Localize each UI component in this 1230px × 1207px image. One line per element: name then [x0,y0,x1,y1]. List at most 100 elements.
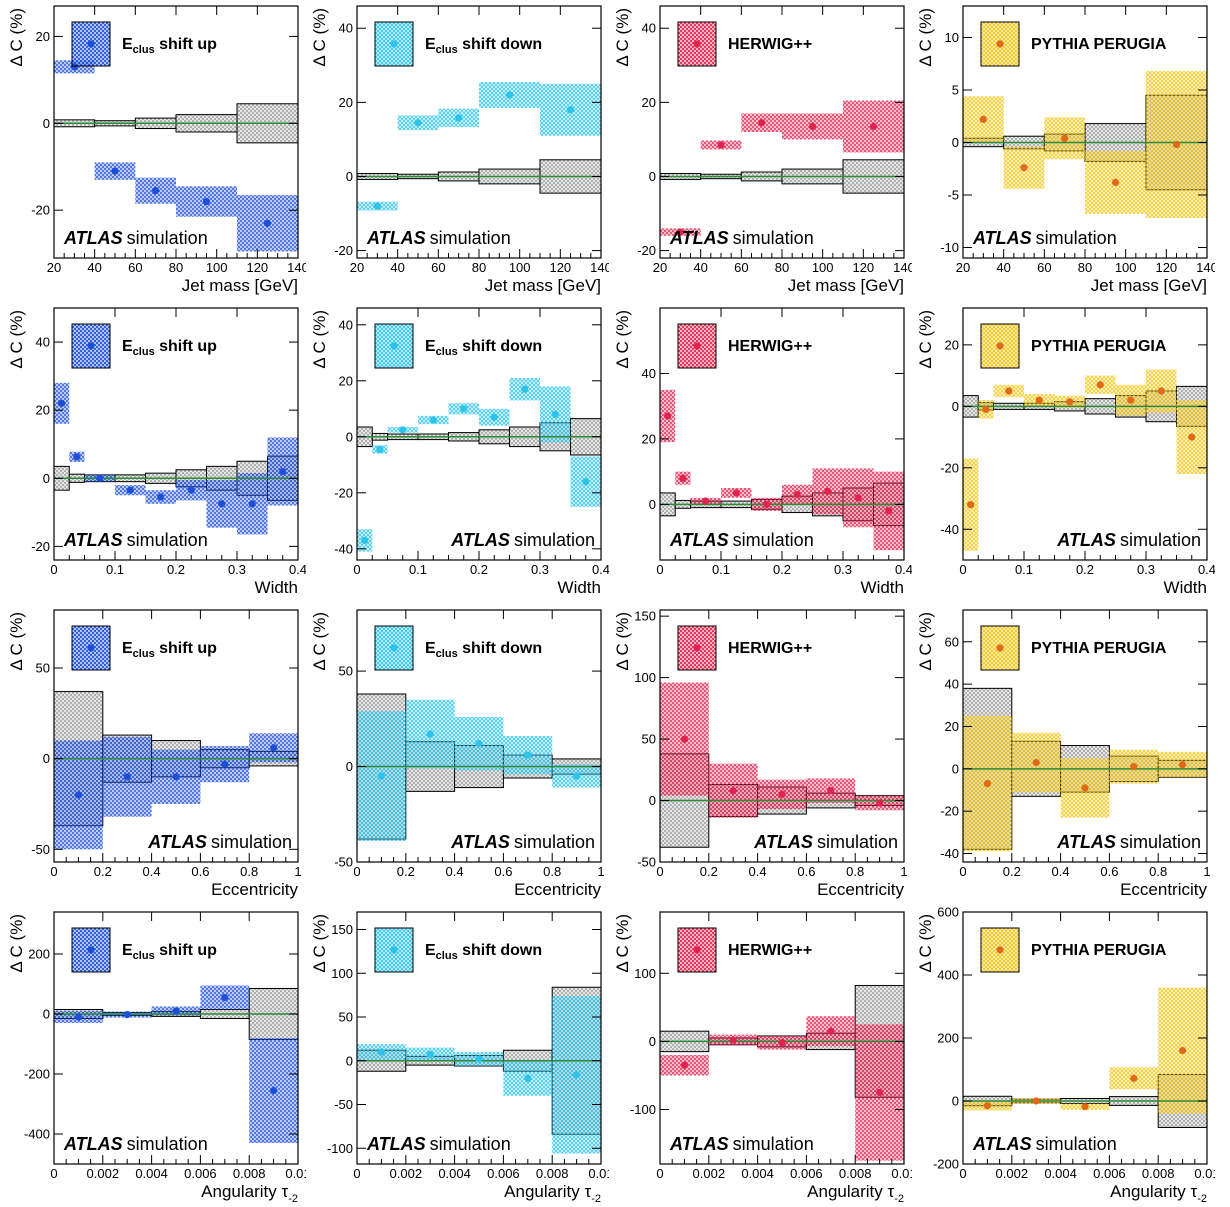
x-tick-label: 1 [294,864,301,879]
atlas-label: ATLAS simulation [669,530,814,550]
x-axis-label: Eccentricity [514,880,601,899]
data-point [270,744,277,751]
atlas-word: ATLAS [366,1134,426,1154]
data-point [157,493,164,500]
panel-ang-herwig: 0 0.002 0.004 0.006 0.008 0.01 -100 0 100 Angular… [606,906,912,1206]
atlas-word: ATLAS [147,832,207,852]
legend-label: PYTHIA PERUGIA [1031,338,1167,355]
atlas-label: ATLAS simulation [669,228,814,248]
y-tick-label: 0 [952,1094,959,1109]
data-point [827,787,834,794]
x-axis-label: Angularity τ-2 [807,1182,904,1205]
y-tick-label: -50 [31,842,50,857]
x-tick-label: 0.8 [543,864,561,879]
x-tick-label: 0.004 [438,1166,471,1181]
x-axis-label: Eccentricity [1120,880,1207,899]
y-tick-label: 0 [346,759,353,774]
x-tick-label: 0 [959,562,966,577]
simulation-word: simulation [1036,228,1117,248]
y-tick-label: 0 [43,751,50,766]
data-point [681,735,688,742]
data-point [221,761,228,768]
data-point [967,501,974,508]
data-point [1081,784,1088,791]
data-point [1158,387,1165,394]
x-tick-label: 80 [1078,260,1092,275]
y-axis-label: Δ C (%) [613,914,632,973]
legend-label-sub: clus [133,648,155,660]
y-tick-label: 20 [642,431,656,446]
y-tick-label: 150 [331,922,353,937]
data-point [730,1036,737,1043]
x-tick-label: 0.6 [494,864,512,879]
legend-marker [996,40,1003,47]
panel-width-shift-down: 0 0.1 0.2 0.3 0.4-40-2002040WidthΔ C (%) Eclu… [303,302,609,602]
data-point [730,787,737,794]
x-axis-label: Width [861,578,904,597]
x-tick-label: 0 [656,864,663,879]
data-point [374,203,381,210]
data-point [58,400,65,407]
data-point [361,537,368,544]
x-axis-label-sub: -2 [288,1193,298,1205]
data-point [1179,1047,1186,1054]
y-axis-label: Δ C (%) [7,8,26,67]
x-tick-label: 20 [956,260,970,275]
y-tick-label: -50 [334,855,353,870]
x-tick-label: 40 [87,260,101,275]
x-tick-label: 1 [900,864,907,879]
x-tick-label: 0.01 [1194,1166,1215,1181]
x-axis-label: Angularity τ-2 [201,1182,298,1205]
y-tick-label: 0 [952,135,959,150]
data-point [427,730,434,737]
x-tick-label: 140 [1196,260,1215,275]
panel-mass-perugia: 20 40 60 80 100 120 140-10-50510Jet mass [GeV]… [909,0,1215,300]
data-point [279,468,286,475]
data-point [1033,1097,1040,1104]
atlas-label: ATLAS simulation [1056,832,1201,852]
x-tick-label: 0.008 [536,1166,569,1181]
y-axis-label: Δ C (%) [613,8,632,67]
simulation-word: simulation [1120,832,1201,852]
x-tick-label: 0.3 [531,562,549,577]
data-point [552,411,559,418]
x-axis-label: Width [1164,578,1207,597]
legend-label-rest: shift down [458,36,542,53]
x-tick-label: 0.002 [390,1166,423,1181]
x-tick-label: 0.2 [167,562,185,577]
atlas-word: ATLAS [366,228,426,248]
data-point [778,1039,785,1046]
data-point [96,475,103,482]
legend-label-rest: shift up [155,36,217,53]
legend-marker [693,644,700,651]
y-tick-label: -20 [31,203,50,218]
data-point [573,772,580,779]
legend-marker [693,40,700,47]
y-tick-label: 100 [634,670,656,685]
data-point [1033,759,1040,766]
legend-label-rest: shift up [155,640,217,657]
data-point [1097,381,1104,388]
atlas-word: ATLAS [972,1134,1032,1154]
x-tick-label: 0 [959,864,966,879]
legend-label-rest: shift up [155,942,217,959]
x-tick-label: 0.8 [1149,864,1167,879]
x-tick-label: 0.004 [741,1166,774,1181]
data-point [778,791,785,798]
data-point [681,1062,688,1069]
data-point [124,1011,131,1018]
x-tick-label: 40 [996,260,1010,275]
legend-marker [996,946,1003,953]
y-tick-label: -50 [637,855,656,870]
x-tick-label: 0.006 [790,1166,823,1181]
x-tick-label: 0.3 [228,562,246,577]
panel-ang-perugia: 00.0020.0040.0060.0080.01-2000200400600A… [909,906,1215,1206]
legend-label: HERWIG++ [728,640,812,657]
simulation-word: simulation [1120,530,1201,550]
y-tick-label: 200 [937,1031,959,1046]
panel-width-herwig: 0 0.1 0.2 0.3 0.402040WidthΔ C (%) HERWIG++AT… [606,302,912,602]
data-point [885,507,892,514]
x-tick-label: 0.4 [143,864,161,879]
x-tick-label: 0.006 [1093,1166,1126,1181]
